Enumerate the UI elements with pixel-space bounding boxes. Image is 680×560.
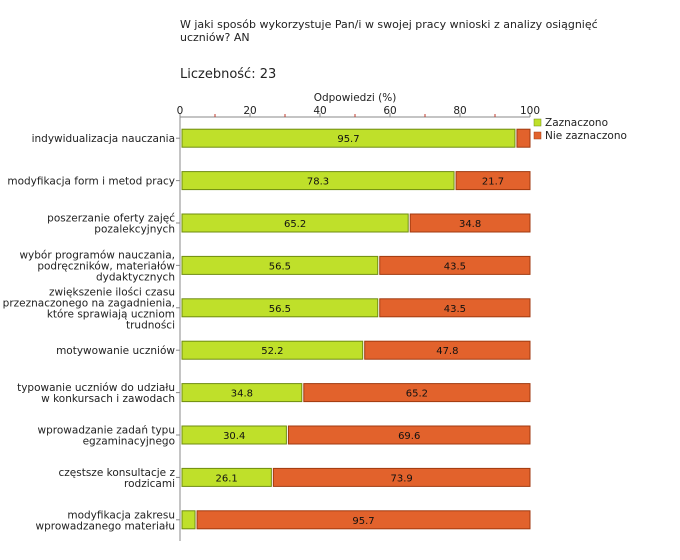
x-tick-label: 100 <box>520 105 540 117</box>
bar-nie-zaznaczono <box>409 213 531 233</box>
category-label: motywowanie uczniów <box>56 345 175 357</box>
category-label: wprowadzanie zadań typu egzaminacyjnego <box>38 425 175 448</box>
category-label-line: indywidualizacja nauczania <box>32 133 175 145</box>
category-label-line: modyfikacja form i metod pracy <box>7 176 175 188</box>
bar-nie-zaznaczono <box>379 255 531 275</box>
bar-zaznaczono <box>181 467 272 487</box>
category-label: wybór programów nauczania, podręczników, … <box>19 249 175 283</box>
data-label: 65.2 <box>406 389 428 400</box>
category-label: zwiększenie ilości czasu przeznaczonego n… <box>3 286 175 331</box>
data-label: 21.7 <box>482 177 504 188</box>
category-label-line: częstsze konsultacje z <box>59 467 176 479</box>
bar-nie-zaznaczono <box>303 383 531 403</box>
x-tick-label: 0 <box>177 105 184 117</box>
category-label-line: zwiększenie ilości czasu <box>49 286 175 298</box>
category-label-line: egzaminacyjnego <box>83 436 175 448</box>
x-tick-label: 20 <box>243 105 256 117</box>
category-label-line: modyfikacja zakresu <box>67 509 175 521</box>
category-label-line: wybór programów nauczania, <box>19 249 175 261</box>
bar-zaznaczono <box>181 128 516 148</box>
bar-zaznaczono <box>181 298 379 318</box>
count-label: Liczebność: <box>180 67 256 82</box>
data-label: 43.5 <box>444 304 466 315</box>
data-label: 47.8 <box>436 346 458 357</box>
data-label: 95.7 <box>352 516 374 527</box>
category-label-line: motywowanie uczniów <box>56 345 175 357</box>
bar-zaznaczono <box>181 255 379 275</box>
category-label-line: podręczników, materiałów <box>37 260 175 272</box>
legend-label: Zaznaczono <box>545 117 608 129</box>
category-label: modyfikacja form i metod pracy <box>7 176 175 188</box>
data-label: 69.6 <box>398 431 420 442</box>
x-tick-label: 60 <box>383 105 396 117</box>
x-tick-label: 80 <box>453 105 466 117</box>
bar-zaznaczono <box>181 171 455 191</box>
data-label: 95.7 <box>337 134 359 145</box>
legend-label: Nie zaznaczono <box>545 130 627 142</box>
category-label: poszerzanie oferty zajęć pozalekcyjnych <box>47 213 175 236</box>
data-label: 65.2 <box>284 219 306 230</box>
bar-zaznaczono <box>181 213 409 233</box>
data-label: 56.5 <box>269 261 291 272</box>
data-label: 43.5 <box>444 261 466 272</box>
category-label-line: pozalekcyjnych <box>94 224 175 236</box>
bar-nie-zaznaczono <box>287 425 531 445</box>
x-axis-title: Odpowiedzi (%) <box>314 92 397 104</box>
category-label-line: które sprawiają uczniom <box>47 308 175 320</box>
legend-swatch <box>533 131 542 140</box>
data-label: 34.8 <box>459 219 481 230</box>
category-label-line: rodzicami <box>124 478 175 490</box>
sample-size: Liczebność: 23 <box>180 67 276 82</box>
bar-nie-zaznaczono <box>516 128 531 148</box>
category-label: typowanie uczniów do udziału w konkursach… <box>17 382 175 405</box>
count-value: 23 <box>259 67 277 82</box>
category-label-line: dydaktycznych <box>96 271 175 283</box>
data-label: 56.5 <box>269 304 291 315</box>
bar-zaznaczono <box>181 340 364 360</box>
bar-nie-zaznaczono <box>272 467 531 487</box>
category-label-line: poszerzanie oferty zajęć <box>47 213 175 225</box>
chart-title: W jaki sposób wykorzystuje Pan/i w swoje… <box>180 18 598 44</box>
category-label: modyfikacja zakresu wprowadzanego materia… <box>36 509 175 532</box>
data-label: 73.9 <box>391 473 413 484</box>
bar-zaznaczono <box>181 425 287 445</box>
data-label: 78.3 <box>307 177 329 188</box>
category-label-line: przeznaczonego na zagadnienia, <box>3 297 175 309</box>
category-label-line: typowanie uczniów do udziału <box>17 382 175 394</box>
bar-zaznaczono <box>181 383 303 403</box>
category-label-line: w konkursach i zawodach <box>41 393 175 405</box>
category-label: indywidualizacja nauczania <box>32 133 175 145</box>
data-label: 52.2 <box>261 346 283 357</box>
data-label: 30.4 <box>223 431 245 442</box>
data-label: 26.1 <box>216 473 238 484</box>
bar-zaznaczono <box>181 510 196 530</box>
legend-swatch <box>533 118 542 127</box>
bar-nie-zaznaczono <box>364 340 531 360</box>
x-tick-label: 40 <box>313 105 326 117</box>
bar-nie-zaznaczono <box>379 298 531 318</box>
bar-nie-zaznaczono <box>196 510 531 530</box>
bar-nie-zaznaczono <box>455 171 531 191</box>
category-label-line: wprowadzanego materiału <box>36 520 175 532</box>
category-label: częstsze konsultacje z rodzicami <box>59 467 176 490</box>
category-label-line: trudności <box>126 319 175 331</box>
category-label-line: wprowadzanie zadań typu <box>38 425 175 437</box>
data-label: 34.8 <box>231 389 253 400</box>
